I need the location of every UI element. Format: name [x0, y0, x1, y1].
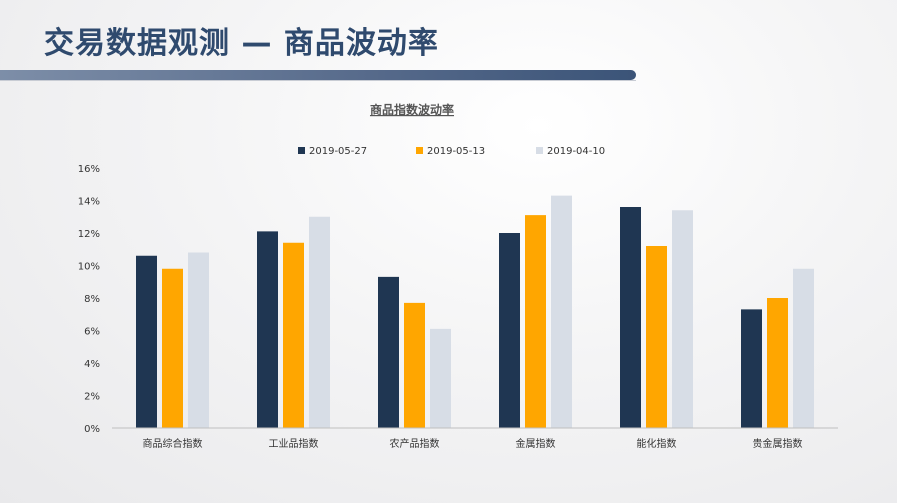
bar-2019-05-13 [404, 302, 425, 428]
x-tick-label: 工业品指数 [269, 437, 319, 450]
bar-2019-04-10 [430, 328, 451, 428]
bar-2019-04-10 [793, 268, 814, 428]
bar-2019-04-10 [309, 216, 330, 428]
legend-label: 2019-05-27 [309, 146, 367, 157]
title-underline-rule [0, 80, 636, 81]
bar-2019-05-13 [162, 268, 183, 428]
y-tick-label: 12% [78, 229, 100, 240]
x-tick-label: 能化指数 [637, 437, 677, 450]
x-tick-label: 金属指数 [516, 437, 556, 450]
y-tick-label: 14% [78, 197, 100, 208]
page-title: 交易数据观测 — 商品波动率 [44, 26, 439, 61]
chart-legend: 2019-05-27 2019-05-13 2019-04-10 [298, 146, 605, 157]
bar-2019-05-27 [136, 255, 157, 428]
chart-title: 商品指数波动率 [370, 102, 454, 117]
legend-swatch [536, 147, 543, 154]
legend-label: 2019-04-10 [547, 146, 605, 157]
bar-2019-05-27 [741, 309, 762, 428]
bar-2019-05-27 [378, 276, 399, 428]
legend-swatch [298, 147, 305, 154]
y-tick-label: 2% [84, 392, 100, 403]
x-tick-label: 贵金属指数 [753, 437, 803, 450]
x-tick-label: 商品综合指数 [143, 437, 203, 450]
y-tick-label: 6% [84, 327, 100, 338]
x-tick-label: 农产品指数 [390, 437, 440, 450]
title-underline-band [0, 70, 636, 80]
y-axis: 0% 2% 4% 6% 8% 10% 12% 14% 16% [78, 164, 100, 435]
bar-2019-05-13 [283, 242, 304, 428]
bar-2019-04-10 [188, 252, 209, 428]
bar-group [136, 195, 814, 428]
bar-2019-05-27 [499, 233, 520, 428]
bar-2019-05-13 [646, 246, 667, 428]
legend-swatch [416, 147, 423, 154]
bar-2019-05-13 [767, 298, 788, 428]
x-axis: 商品综合指数 工业品指数 农产品指数 金属指数 能化指数 贵金属指数 [112, 427, 838, 450]
y-tick-label: 4% [84, 359, 100, 370]
y-tick-label: 16% [78, 164, 100, 175]
y-tick-label: 0% [84, 424, 100, 435]
y-tick-label: 10% [78, 262, 100, 273]
y-tick-label: 8% [84, 294, 100, 305]
legend-label: 2019-05-13 [427, 146, 485, 157]
bar-2019-04-10 [672, 210, 693, 428]
bar-2019-05-13 [525, 215, 546, 428]
bar-2019-05-27 [620, 207, 641, 428]
bar-2019-04-10 [551, 195, 572, 428]
bar-2019-05-27 [257, 231, 278, 428]
